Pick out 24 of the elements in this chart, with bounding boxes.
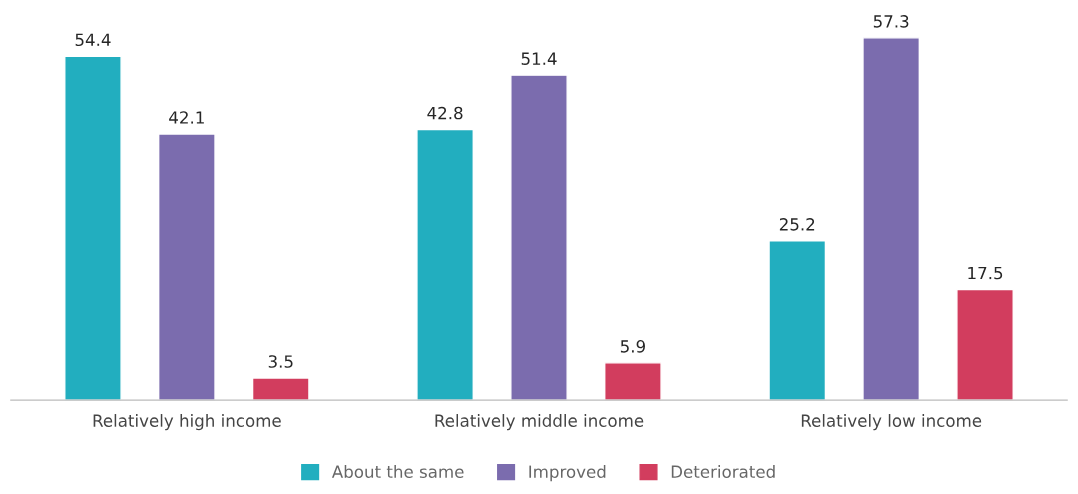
bar <box>862 37 921 401</box>
data-label: 42.1 <box>169 111 204 124</box>
data-label: 42.8 <box>427 106 463 120</box>
bar <box>251 377 310 401</box>
legend-label: Deteriorated <box>671 465 775 478</box>
legend-label: Improved <box>529 465 606 482</box>
bar <box>416 128 474 401</box>
x-tick-label: Relatively low income <box>801 414 982 431</box>
x-tick-label: Relatively high income <box>93 414 281 431</box>
legend-label: About the same <box>331 465 464 478</box>
bar <box>768 240 827 401</box>
bar <box>510 74 568 401</box>
x-tick-label: Relatively middle income <box>435 414 644 431</box>
data-label: 3.5 <box>268 355 293 368</box>
data-label: 5.9 <box>620 340 645 353</box>
data-label: 51.4 <box>521 52 557 65</box>
bar <box>956 288 1014 401</box>
data-label: 17.5 <box>968 266 1003 280</box>
bar <box>64 55 122 401</box>
bar <box>604 362 662 401</box>
data-label: 57.3 <box>873 15 909 28</box>
bar <box>157 133 216 401</box>
data-label: 54.4 <box>75 33 111 47</box>
data-label: 25.2 <box>779 218 815 231</box>
